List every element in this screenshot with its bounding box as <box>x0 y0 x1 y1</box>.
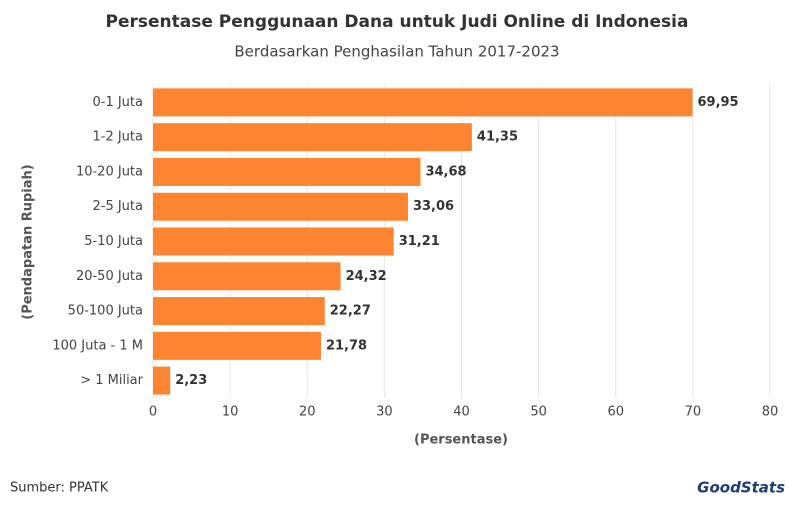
bar <box>153 297 325 326</box>
y-tick-label: 1-2 Juta <box>92 130 143 145</box>
y-tick-label: 50-100 Juta <box>68 304 143 319</box>
value-label: 22,27 <box>330 304 371 319</box>
y-tick-label: > 1 Miliar <box>80 373 143 388</box>
value-label: 2,23 <box>175 373 207 388</box>
y-axis-label: (Pendapatan Rupiah) <box>21 164 36 319</box>
y-tick-label: 5-10 Juta <box>84 234 143 249</box>
y-tick-label: 10-20 Juta <box>76 164 143 179</box>
chart-subtitle: Berdasarkan Penghasilan Tahun 2017-2023 <box>234 43 559 61</box>
value-label: 69,95 <box>697 95 738 110</box>
x-tick-label: 10 <box>222 405 239 420</box>
x-tick-label: 20 <box>299 405 316 420</box>
bar <box>153 227 394 256</box>
bar <box>153 262 341 291</box>
x-tick-label: 30 <box>376 405 393 420</box>
bar <box>153 157 421 186</box>
value-label: 21,78 <box>326 338 367 353</box>
value-label: 24,32 <box>346 269 387 284</box>
value-label: 31,21 <box>399 234 440 249</box>
source: Sumber: PPATK <box>10 481 109 496</box>
bar <box>153 331 321 360</box>
x-tick-label: 50 <box>530 405 547 420</box>
y-tick-label: 100 Juta - 1 M <box>52 338 143 353</box>
bar <box>153 192 408 221</box>
value-label: 41,35 <box>477 130 518 145</box>
chart-title: Persentase Penggunaan Dana untuk Judi On… <box>106 12 689 32</box>
bar <box>153 88 693 117</box>
x-axis-label: (Persentase) <box>414 433 508 448</box>
bar <box>153 123 472 152</box>
x-tick-label: 80 <box>762 405 779 420</box>
bar <box>153 366 171 395</box>
value-label: 33,06 <box>413 199 454 214</box>
x-tick-label: 40 <box>453 405 470 420</box>
x-tick-label: 0 <box>149 405 157 420</box>
x-tick-label: 70 <box>685 405 702 420</box>
y-tick-label: 2-5 Juta <box>92 199 143 214</box>
value-label: 34,68 <box>425 164 466 179</box>
x-tick-label: 60 <box>607 405 624 420</box>
logo: GoodStats <box>697 479 785 497</box>
y-tick-label: 20-50 Juta <box>76 269 143 284</box>
y-tick-label: 0-1 Juta <box>92 95 143 110</box>
